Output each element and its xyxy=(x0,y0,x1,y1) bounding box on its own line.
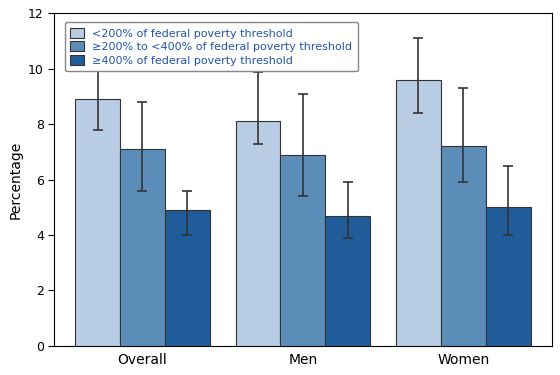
Bar xyxy=(486,207,531,346)
Y-axis label: Percentage: Percentage xyxy=(8,140,22,219)
Text: §: § xyxy=(95,48,100,58)
Bar xyxy=(281,154,325,346)
Bar xyxy=(165,210,210,346)
Bar xyxy=(120,149,165,346)
Bar xyxy=(75,99,120,346)
Bar xyxy=(396,80,441,346)
Bar xyxy=(325,216,370,346)
Bar xyxy=(236,122,281,346)
Legend: <200% of federal poverty threshold, ≥200% to <400% of federal poverty threshold,: <200% of federal poverty threshold, ≥200… xyxy=(65,22,358,71)
Bar xyxy=(441,146,486,346)
